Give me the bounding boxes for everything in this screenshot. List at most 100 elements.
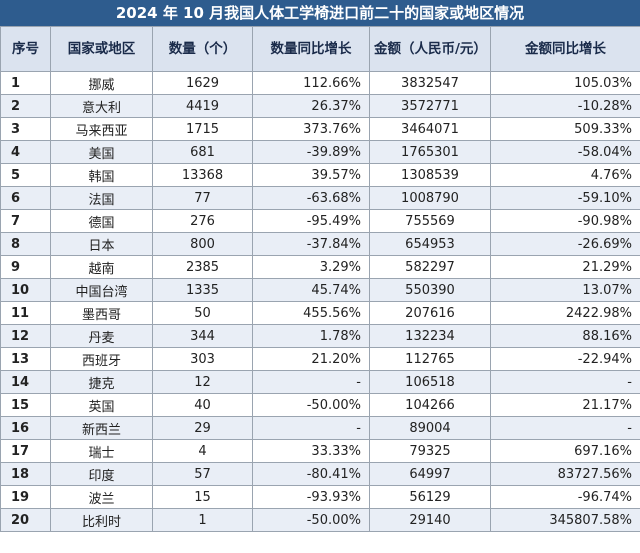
cell-amount: 654953	[369, 232, 491, 256]
cell-quantity: 303	[152, 347, 253, 371]
cell-amount: 582297	[369, 255, 491, 279]
cell-quantity: 1715	[152, 117, 253, 141]
cell-rank: 18	[0, 462, 51, 486]
cell-amount: 1308539	[369, 163, 491, 187]
table-row: 17 瑞士 4 33.33% 79325 697.16%	[0, 439, 640, 463]
cell-country: 越南	[50, 255, 153, 279]
cell-quantity: 800	[152, 232, 253, 256]
cell-rank: 11	[0, 301, 51, 325]
table-row: 9 越南 2385 3.29% 582297 21.29%	[0, 255, 640, 279]
cell-quantity: 344	[152, 324, 253, 348]
cell-country: 英国	[50, 393, 153, 417]
cell-country: 中国台湾	[50, 278, 153, 302]
table-row: 5 韩国 13368 39.57% 1308539 4.76%	[0, 163, 640, 187]
cell-amount: 89004	[369, 416, 491, 440]
cell-amount: 550390	[369, 278, 491, 302]
table-row: 1 挪威 1629 112.66% 3832547 105.03%	[0, 71, 640, 95]
cell-rank: 10	[0, 278, 51, 302]
cell-rank: 8	[0, 232, 51, 256]
cell-quantity-yoy: -39.89%	[252, 140, 370, 164]
header-quantity: 数量（个）	[152, 26, 253, 72]
cell-quantity: 12	[152, 370, 253, 394]
cell-amount-yoy: 697.16%	[490, 439, 640, 463]
cell-quantity-yoy: -95.49%	[252, 209, 370, 233]
cell-amount: 29140	[369, 508, 491, 532]
cell-quantity-yoy: 21.20%	[252, 347, 370, 371]
cell-quantity-yoy: -	[252, 416, 370, 440]
header-country: 国家或地区	[50, 26, 153, 72]
table-row: 14 捷克 12-106518-	[0, 370, 640, 394]
cell-amount: 207616	[369, 301, 491, 325]
cell-rank: 5	[0, 163, 51, 187]
cell-amount-yoy: 345807.58%	[490, 508, 640, 532]
table-row: 3 马来西亚 1715 373.76% 3464071 509.33%	[0, 117, 640, 141]
cell-quantity-yoy: 455.56%	[252, 301, 370, 325]
table-row: 20 比利时 1 -50.00% 29140 345807.58%	[0, 508, 640, 532]
cell-amount: 3832547	[369, 71, 491, 95]
cell-quantity-yoy: 3.29%	[252, 255, 370, 279]
cell-quantity: 13368	[152, 163, 253, 187]
cell-amount-yoy: -	[490, 416, 640, 440]
cell-rank: 16	[0, 416, 51, 440]
cell-amount-yoy: -22.94%	[490, 347, 640, 371]
cell-country: 西班牙	[50, 347, 153, 371]
cell-quantity: 29	[152, 416, 253, 440]
table-row: 18 印度 57 -80.41% 64997 83727.56%	[0, 462, 640, 486]
cell-country: 马来西亚	[50, 117, 153, 141]
cell-quantity: 2385	[152, 255, 253, 279]
cell-rank: 15	[0, 393, 51, 417]
cell-rank: 4	[0, 140, 51, 164]
cell-amount-yoy: 105.03%	[490, 71, 640, 95]
cell-amount-yoy: 4.76%	[490, 163, 640, 187]
table-row: 10 中国台湾 1335 45.74% 550390 13.07%	[0, 278, 640, 302]
cell-quantity: 4419	[152, 94, 253, 118]
cell-rank: 9	[0, 255, 51, 279]
cell-country: 印度	[50, 462, 153, 486]
cell-country: 新西兰	[50, 416, 153, 440]
cell-country: 韩国	[50, 163, 153, 187]
table-row: 7 德国 276 -95.49% 755569 -90.98%	[0, 209, 640, 233]
import-table: 序号 国家或地区 数量（个） 数量同比增长 金额（人民币/元） 金额同比增长 1…	[0, 26, 640, 532]
header-quantity-yoy: 数量同比增长	[252, 26, 370, 72]
cell-quantity-yoy: -80.41%	[252, 462, 370, 486]
cell-country: 美国	[50, 140, 153, 164]
cell-country: 波兰	[50, 485, 153, 509]
table-row: 16 新西兰 29-89004-	[0, 416, 640, 440]
cell-quantity-yoy: -93.93%	[252, 485, 370, 509]
cell-amount-yoy: -58.04%	[490, 140, 640, 164]
cell-amount: 1008790	[369, 186, 491, 210]
table-row: 11 墨西哥 50 455.56% 207616 2422.98%	[0, 301, 640, 325]
cell-country: 比利时	[50, 508, 153, 532]
cell-rank: 7	[0, 209, 51, 233]
table-row: 15 英国 40 -50.00% 104266 21.17%	[0, 393, 640, 417]
cell-amount-yoy: 88.16%	[490, 324, 640, 348]
cell-quantity-yoy: -63.68%	[252, 186, 370, 210]
cell-quantity: 1335	[152, 278, 253, 302]
cell-quantity: 57	[152, 462, 253, 486]
header-rank: 序号	[0, 26, 51, 72]
cell-rank: 3	[0, 117, 51, 141]
cell-amount-yoy: 509.33%	[490, 117, 640, 141]
table-row: 6 法国 77 -63.68% 1008790 -59.10%	[0, 186, 640, 210]
cell-quantity-yoy: 33.33%	[252, 439, 370, 463]
cell-quantity: 15	[152, 485, 253, 509]
cell-amount-yoy: 13.07%	[490, 278, 640, 302]
header-row: 序号 国家或地区 数量（个） 数量同比增长 金额（人民币/元） 金额同比增长	[0, 26, 640, 72]
cell-rank: 20	[0, 508, 51, 532]
cell-amount: 112765	[369, 347, 491, 371]
cell-quantity: 276	[152, 209, 253, 233]
cell-quantity-yoy: 26.37%	[252, 94, 370, 118]
cell-quantity-yoy: 45.74%	[252, 278, 370, 302]
cell-country: 瑞士	[50, 439, 153, 463]
cell-amount-yoy: 2422.98%	[490, 301, 640, 325]
cell-amount-yoy: 21.17%	[490, 393, 640, 417]
cell-quantity-yoy: 373.76%	[252, 117, 370, 141]
header-amount-yoy: 金额同比增长	[490, 26, 640, 72]
cell-amount: 79325	[369, 439, 491, 463]
cell-quantity: 4	[152, 439, 253, 463]
cell-amount-yoy: 21.29%	[490, 255, 640, 279]
header-amount: 金额（人民币/元）	[369, 26, 491, 72]
cell-quantity-yoy: -50.00%	[252, 393, 370, 417]
cell-quantity: 77	[152, 186, 253, 210]
cell-country: 捷克	[50, 370, 153, 394]
